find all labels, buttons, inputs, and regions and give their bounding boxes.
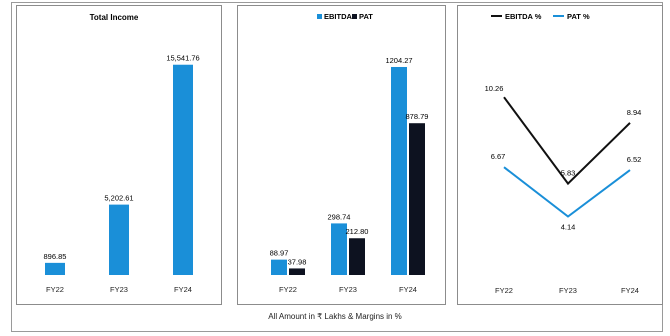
margins-panel: EBITDA % PAT % 10.26 5.83 8.94 6.67 4.14 6.52… [457, 5, 663, 305]
bar-fy22 [45, 262, 65, 275]
bar-pat-fy23 [349, 238, 365, 275]
bar-ebitda-fy23 [331, 223, 347, 275]
legend-swatch-pat [352, 14, 357, 19]
data-label-pat-fy22: 37.98 [288, 257, 307, 266]
margins-chart: EBITDA % PAT % 10.26 5.83 8.94 6.67 4.14 6.52… [485, 12, 642, 295]
legend-label-ebitda-pct: EBITDA % [505, 12, 542, 21]
bar-pat-fy24 [409, 123, 425, 275]
data-label-pat-pct-fy23: 4.14 [561, 223, 576, 232]
x-tick-fy24: FY24 [621, 286, 639, 295]
data-label-fy22: 896.85 [44, 252, 67, 261]
line-ebitda-pct [503, 96, 631, 186]
x-tick-fy22: FY22 [495, 286, 513, 295]
line-pat-pct [503, 166, 631, 218]
data-label-ebitda-fy24: 1204.27 [385, 56, 412, 65]
x-tick-fy23: FY23 [339, 285, 357, 294]
legend-label-pat-pct: PAT % [567, 12, 590, 21]
total-income-chart: Total Income 896.85 FY22 5,202.61 FY23 15,54… [44, 13, 200, 294]
data-label-ebitda-pct-fy23: 5.83 [561, 169, 576, 178]
x-tick-fy24: FY24 [174, 285, 192, 294]
data-label-ebitda-fy22: 88.97 [270, 249, 289, 258]
total-income-title: Total Income [90, 13, 139, 22]
x-tick-fy22: FY22 [279, 285, 297, 294]
x-tick-fy23: FY23 [110, 285, 128, 294]
data-label-pat-fy23: 212.80 [346, 227, 369, 236]
x-tick-fy24: FY24 [399, 285, 417, 294]
x-tick-fy22: FY22 [46, 285, 64, 294]
legend-label-ebitda: EBITDA [324, 12, 353, 21]
bar-fy24 [173, 64, 193, 275]
legend-label-pat: PAT [359, 12, 373, 21]
data-label-ebitda-pct-fy24: 8.94 [627, 108, 642, 117]
ebitda-pat-panel: EBITDA PAT 88.97 37.98 FY22 298.74 212.80 FY2… [237, 5, 446, 305]
data-label-ebitda-fy23: 298.74 [328, 212, 351, 221]
bar-ebitda-fy24 [391, 66, 407, 275]
data-label-fy24: 15,541.76 [166, 54, 199, 63]
units-footnote: All Amount in ₹ Lakhs & Margins in % [268, 312, 402, 321]
data-label-pat-pct-fy24: 6.52 [627, 155, 642, 164]
bar-pat-fy22 [289, 268, 305, 275]
x-tick-fy23: FY23 [559, 286, 577, 295]
total-income-panel: Total Income 896.85 FY22 5,202.61 FY23 15,54… [16, 5, 222, 305]
bar-fy23 [109, 204, 129, 275]
data-label-pat-fy24: 878.79 [406, 112, 429, 121]
data-label-ebitda-pct-fy22: 10.26 [485, 84, 504, 93]
bar-ebitda-fy22 [271, 259, 287, 275]
legend-swatch-ebitda [317, 14, 322, 19]
data-label-pat-pct-fy22: 6.67 [491, 152, 506, 161]
data-label-fy23: 5,202.61 [104, 194, 133, 203]
